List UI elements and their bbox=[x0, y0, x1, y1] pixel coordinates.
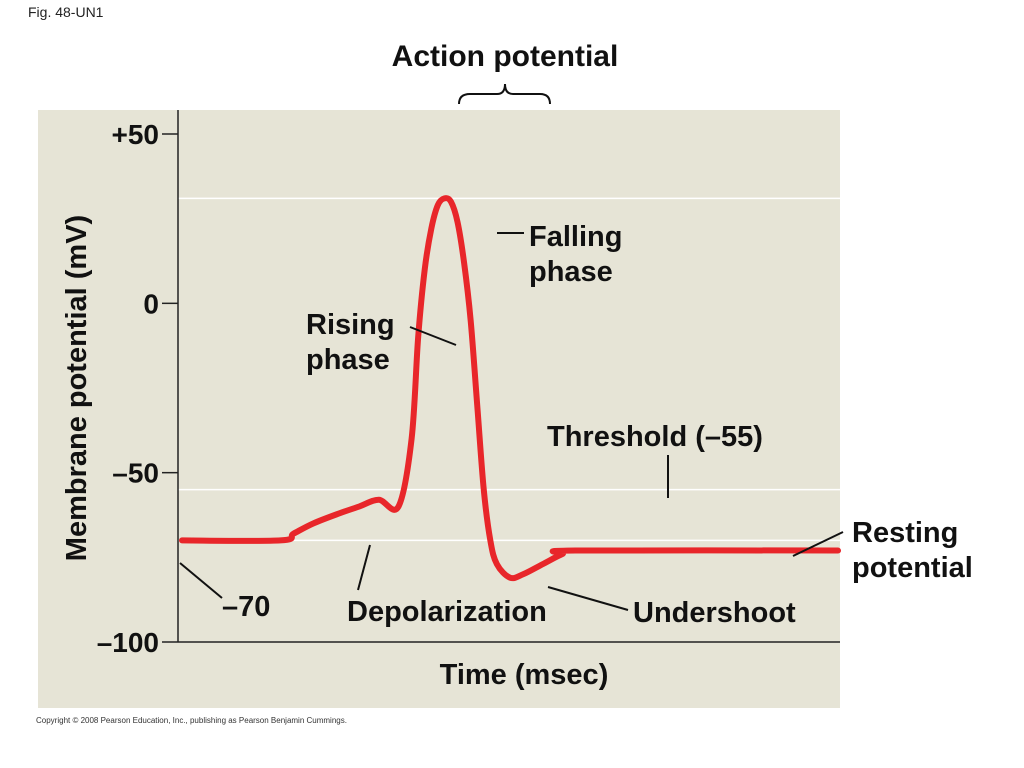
y-tick-label: –50 bbox=[112, 458, 159, 489]
y-ticks: +50 0 –50 –100 bbox=[97, 119, 178, 658]
falling-phase-label-1: Falling bbox=[529, 221, 622, 253]
rising-phase-label-2: phase bbox=[306, 344, 390, 376]
y-axis-label: Membrane potential (mV) bbox=[61, 215, 93, 561]
rest-value-label: –70 bbox=[222, 591, 270, 623]
resting-potential-leader bbox=[792, 531, 844, 557]
membrane-potential-trace bbox=[179, 195, 841, 582]
resting-potential-label-2: potential bbox=[852, 552, 973, 584]
y-tick-label: 0 bbox=[143, 288, 159, 319]
rising-phase-label-1: Rising bbox=[306, 309, 395, 341]
falling-phase-label-2: phase bbox=[529, 256, 613, 288]
rising-phase-leader bbox=[409, 326, 457, 346]
y-tick-label: –100 bbox=[97, 627, 159, 658]
chart-title: Action potential bbox=[392, 40, 619, 73]
y-tick-label: +50 bbox=[112, 119, 160, 150]
depolarization-leader bbox=[357, 544, 371, 591]
threshold-label: Threshold (–55) bbox=[547, 421, 763, 453]
copyright-notice: Copyright © 2008 Pearson Education, Inc.… bbox=[36, 716, 347, 725]
undershoot-label: Undershoot bbox=[633, 597, 796, 629]
figure-label: Fig. 48-UN1 bbox=[28, 4, 104, 20]
rest-value-leader bbox=[179, 562, 223, 599]
action-potential-bracket bbox=[458, 83, 551, 105]
depolarization-label: Depolarization bbox=[347, 596, 547, 628]
x-axis-label: Time (msec) bbox=[440, 659, 609, 691]
resting-potential-label-1: Resting bbox=[852, 517, 958, 549]
undershoot-leader bbox=[547, 586, 629, 611]
